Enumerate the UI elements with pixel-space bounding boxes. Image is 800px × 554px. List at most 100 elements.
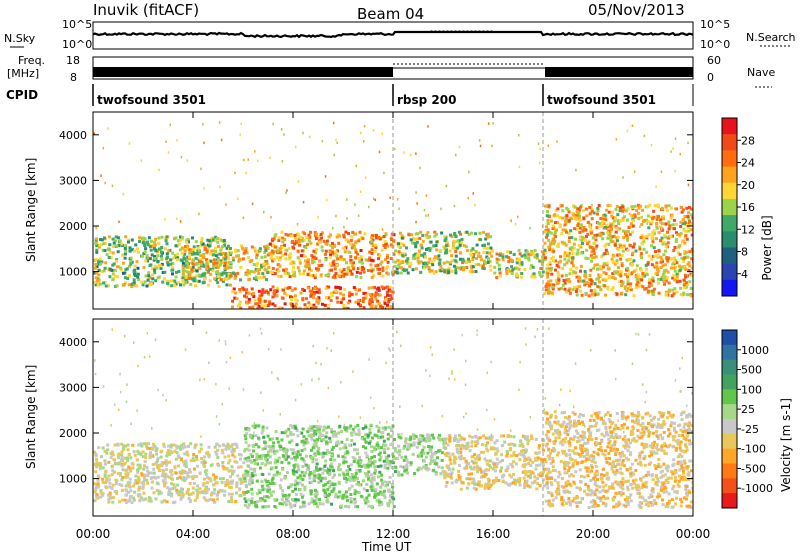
echo-cell	[241, 490, 245, 494]
echo-cell	[477, 456, 481, 460]
echo-cell	[577, 279, 581, 283]
echo-cell	[590, 217, 594, 221]
echo-cell	[578, 276, 582, 280]
echo-cell	[671, 234, 674, 238]
echo-cell	[195, 457, 199, 461]
echo-cell	[320, 476, 324, 480]
echo-cell	[455, 447, 459, 451]
echo-cell	[156, 276, 160, 280]
echo-cell	[653, 232, 656, 236]
echo-cell	[469, 249, 473, 253]
echo-cell	[264, 457, 268, 461]
echo-cell	[266, 291, 270, 294]
echo-cell	[264, 445, 268, 449]
echo-cell	[378, 435, 382, 439]
echo-cell	[480, 258, 483, 262]
echo-cell	[378, 490, 382, 494]
echo-cell	[575, 252, 579, 256]
echo-cell	[390, 232, 394, 236]
echo-cell	[115, 244, 119, 248]
echo-cell	[613, 277, 617, 281]
sparse-echo	[165, 140, 167, 143]
echo-cell	[645, 267, 648, 271]
echo-cell	[243, 503, 247, 507]
echo-cell	[534, 451, 538, 455]
echo-cell	[358, 307, 362, 309]
sparse-echo	[363, 125, 366, 128]
echo-cell	[121, 261, 125, 265]
echo-cell	[627, 272, 631, 276]
echo-cell	[147, 442, 151, 446]
echo-cell	[428, 269, 432, 273]
echo-cell	[345, 469, 349, 473]
echo-cell	[651, 276, 655, 280]
echo-cell	[360, 261, 364, 265]
echo-cell	[353, 448, 356, 452]
echo-cell	[244, 500, 248, 504]
echo-cell	[646, 219, 650, 223]
echo-cell	[664, 205, 668, 209]
echo-cell	[235, 460, 239, 464]
echo-cell	[616, 270, 620, 274]
echo-cell	[672, 274, 676, 278]
echo-cell	[136, 475, 140, 479]
echo-cell	[367, 475, 371, 479]
echo-cell	[107, 474, 111, 478]
echo-cell	[129, 256, 133, 260]
echo-cell	[267, 266, 271, 269]
echo-cell	[281, 489, 285, 492]
echo-cell	[512, 435, 516, 439]
echo-cell	[309, 294, 313, 298]
echo-cell	[173, 449, 177, 453]
echo-cell	[417, 437, 421, 441]
echo-cell	[97, 260, 101, 264]
echo-cell	[120, 455, 124, 459]
echo-cell	[530, 264, 533, 268]
echo-cell	[420, 253, 424, 257]
echo-cell	[171, 272, 174, 276]
echo-cell	[399, 436, 403, 440]
echo-cell	[419, 270, 423, 274]
echo-cell	[132, 270, 136, 273]
sparse-echo	[225, 203, 227, 206]
echo-cell	[379, 455, 383, 459]
echo-cell	[518, 452, 521, 456]
echo-cell	[227, 454, 231, 458]
echo-cell	[97, 476, 101, 480]
echo-cell	[629, 224, 633, 228]
echo-cell	[387, 425, 391, 429]
echo-cell	[229, 274, 233, 278]
echo-cell	[297, 468, 301, 472]
echo-cell	[626, 269, 630, 273]
echo-cell	[107, 284, 110, 288]
echo-cell	[162, 442, 166, 446]
echo-cell	[673, 227, 676, 231]
echo-cell	[550, 266, 554, 270]
echo-cell	[207, 244, 211, 248]
echo-cell	[217, 261, 221, 265]
echo-cell	[179, 258, 183, 262]
echo-cell	[316, 235, 320, 239]
echo-cell	[582, 216, 586, 220]
echo-cell	[158, 490, 162, 494]
echo-cell	[567, 219, 571, 223]
echo-cell	[546, 214, 549, 218]
echo-cell	[140, 473, 144, 477]
echo-cell	[164, 239, 168, 243]
echo-cell	[142, 491, 146, 495]
echo-cell	[174, 236, 178, 240]
echo-cell	[301, 296, 305, 300]
echo-cell	[267, 486, 271, 490]
echo-cell	[329, 299, 333, 303]
echo-cell	[315, 248, 319, 252]
echo-cell	[349, 255, 353, 259]
echo-cell	[623, 285, 627, 289]
echo-cell	[511, 267, 515, 271]
echo-cell	[335, 296, 339, 300]
echo-cell	[228, 485, 232, 489]
echo-cell	[177, 456, 181, 459]
echo-cell	[257, 424, 261, 428]
echo-cell	[427, 433, 431, 437]
echo-cell	[226, 442, 230, 446]
sparse-echo	[409, 153, 412, 157]
